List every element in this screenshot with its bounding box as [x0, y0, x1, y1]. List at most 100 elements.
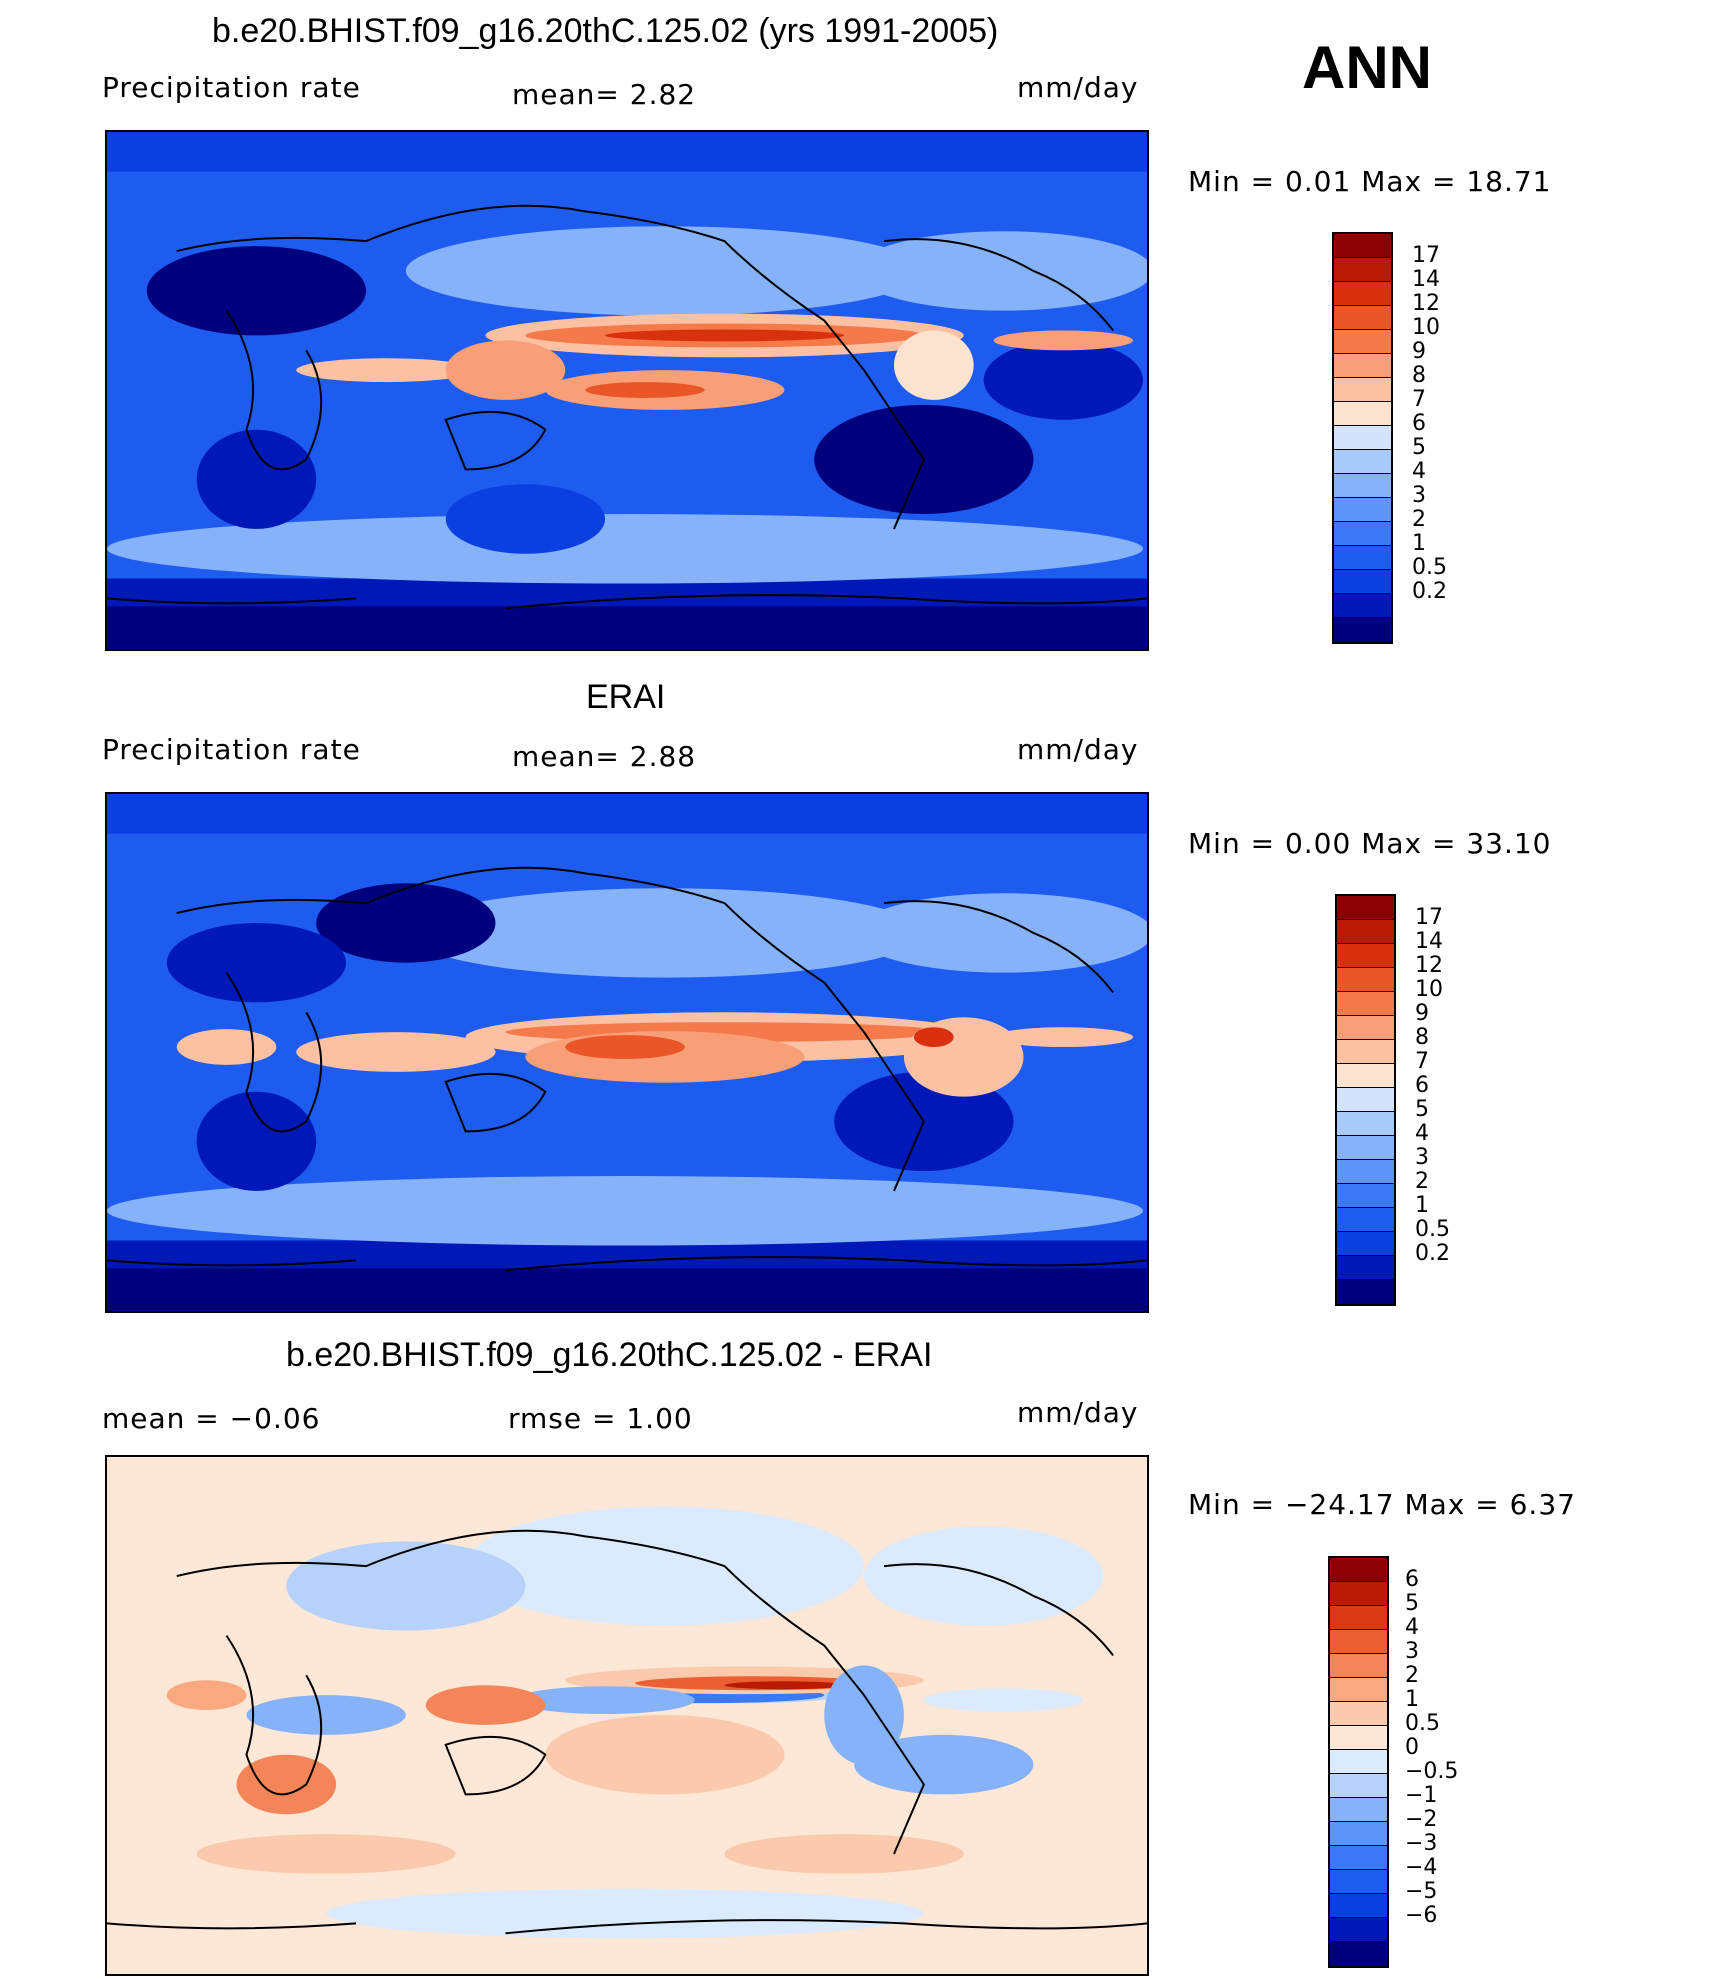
- colorbar-segment: [1337, 1016, 1394, 1040]
- colorbar-tick-label: 3: [1412, 483, 1426, 508]
- colorbar-segment: [1337, 1040, 1394, 1064]
- colorbar-segment: [1337, 968, 1394, 992]
- colorbar-tick-label: 14: [1415, 929, 1443, 954]
- colorbar-tick-label: −5: [1405, 1879, 1438, 1904]
- panel3-units-label: mm/day: [1017, 1396, 1139, 1429]
- colorbar-tick-label: 10: [1415, 977, 1443, 1002]
- panel2-min-max: Min = 0.00 Max = 33.10: [1188, 827, 1552, 860]
- colorbar-segment: [1330, 1726, 1387, 1750]
- colorbar-segment: [1330, 1798, 1387, 1822]
- panel3-rmse-label: rmse = 1.00: [508, 1402, 693, 1435]
- colorbar-segment: [1337, 1088, 1394, 1112]
- colorbar-tick-label: −0.5: [1405, 1759, 1459, 1784]
- panel1-mean-label: mean= 2.82: [512, 78, 697, 111]
- colorbar-segment: [1334, 282, 1391, 306]
- colorbar-tick-label: 9: [1415, 1001, 1429, 1026]
- colorbar-segment: [1334, 450, 1391, 474]
- panel3-min-max: Min = −24.17 Max = 6.37: [1188, 1488, 1576, 1521]
- colorbar-tick-label: 17: [1412, 243, 1440, 268]
- colorbar-segment: [1330, 1918, 1387, 1942]
- colorbar-tick-label: 7: [1415, 1049, 1429, 1074]
- colorbar-segment: [1334, 498, 1391, 522]
- panel2-map-field: [107, 794, 1147, 1311]
- colorbar-tick-label: 12: [1415, 953, 1443, 978]
- panel1-title: b.e20.BHIST.f09_g16.20thC.125.02 (yrs 19…: [212, 12, 999, 50]
- colorbar-segment: [1334, 618, 1391, 642]
- panel3-map-field: [107, 1457, 1147, 1974]
- colorbar-tick-label: 12: [1412, 291, 1440, 316]
- colorbar-tick-label: 6: [1405, 1567, 1419, 1592]
- colorbar-tick-label: 9: [1412, 339, 1426, 364]
- colorbar-tick-label: 4: [1405, 1615, 1419, 1640]
- panel1-units-label: mm/day: [1017, 71, 1139, 104]
- panel1-map-field: [107, 132, 1147, 649]
- colorbar-segment: [1334, 402, 1391, 426]
- panel2-variable-label: Precipitation rate: [102, 733, 361, 766]
- colorbar-segment: [1337, 1112, 1394, 1136]
- colorbar-tick-label: 6: [1412, 411, 1426, 436]
- colorbar-tick-label: 10: [1412, 315, 1440, 340]
- colorbar-tick-label: −6: [1405, 1903, 1438, 1928]
- panel1-variable-label: Precipitation rate: [102, 71, 361, 104]
- colorbar-segment: [1334, 594, 1391, 618]
- colorbar-tick-label: 0.5: [1412, 555, 1447, 580]
- colorbar-tick-label: 2: [1415, 1169, 1429, 1194]
- colorbar-segment: [1337, 1256, 1394, 1280]
- colorbar-tick-label: 8: [1415, 1025, 1429, 1050]
- colorbar-segment: [1337, 1184, 1394, 1208]
- colorbar-tick-label: 1: [1412, 531, 1426, 556]
- colorbar-tick-label: 5: [1415, 1097, 1429, 1122]
- colorbar-segment: [1337, 1280, 1394, 1304]
- panel2-map: [105, 792, 1149, 1313]
- panel2-colorbar: [1335, 894, 1396, 1306]
- colorbar-tick-label: 0.5: [1405, 1711, 1440, 1736]
- colorbar-segment: [1330, 1678, 1387, 1702]
- colorbar-segment: [1330, 1750, 1387, 1774]
- colorbar-tick-label: 0: [1405, 1735, 1419, 1760]
- colorbar-segment: [1330, 1582, 1387, 1606]
- colorbar-segment: [1337, 1232, 1394, 1256]
- colorbar-tick-label: 2: [1405, 1663, 1419, 1688]
- season-label: ANN: [1302, 34, 1432, 101]
- colorbar-segment: [1330, 1654, 1387, 1678]
- colorbar-segment: [1337, 1136, 1394, 1160]
- colorbar-tick-label: 0.5: [1415, 1217, 1450, 1242]
- colorbar-segment: [1334, 258, 1391, 282]
- colorbar-tick-label: 8: [1412, 363, 1426, 388]
- colorbar-segment: [1330, 1774, 1387, 1798]
- colorbar-segment: [1330, 1942, 1387, 1966]
- panel1-min-max: Min = 0.01 Max = 18.71: [1188, 165, 1552, 198]
- colorbar-tick-label: 1: [1415, 1193, 1429, 1218]
- colorbar-segment: [1330, 1822, 1387, 1846]
- colorbar-segment: [1337, 920, 1394, 944]
- colorbar-segment: [1334, 354, 1391, 378]
- colorbar-segment: [1330, 1702, 1387, 1726]
- colorbar-tick-label: 6: [1415, 1073, 1429, 1098]
- panel1-colorbar: [1332, 232, 1393, 644]
- colorbar-tick-label: 17: [1415, 905, 1443, 930]
- colorbar-segment: [1334, 234, 1391, 258]
- colorbar-tick-label: 4: [1415, 1121, 1429, 1146]
- colorbar-tick-label: 5: [1412, 435, 1426, 460]
- panel3-map: [105, 1455, 1149, 1976]
- panel2-units-label: mm/day: [1017, 733, 1139, 766]
- colorbar-segment: [1334, 546, 1391, 570]
- colorbar-segment: [1337, 992, 1394, 1016]
- colorbar-segment: [1334, 522, 1391, 546]
- colorbar-tick-label: 4: [1412, 459, 1426, 484]
- colorbar-segment: [1334, 426, 1391, 450]
- colorbar-segment: [1334, 306, 1391, 330]
- colorbar-tick-label: 14: [1412, 267, 1440, 292]
- colorbar-tick-label: −4: [1405, 1855, 1438, 1880]
- panel2-title: ERAI: [586, 678, 666, 716]
- colorbar-segment: [1334, 570, 1391, 594]
- colorbar-tick-label: 3: [1405, 1639, 1419, 1664]
- colorbar-segment: [1330, 1558, 1387, 1582]
- colorbar-segment: [1330, 1630, 1387, 1654]
- colorbar-segment: [1337, 1208, 1394, 1232]
- colorbar-segment: [1330, 1606, 1387, 1630]
- colorbar-segment: [1334, 330, 1391, 354]
- colorbar-tick-label: −1: [1405, 1783, 1438, 1808]
- colorbar-tick-label: 2: [1412, 507, 1426, 532]
- colorbar-segment: [1330, 1846, 1387, 1870]
